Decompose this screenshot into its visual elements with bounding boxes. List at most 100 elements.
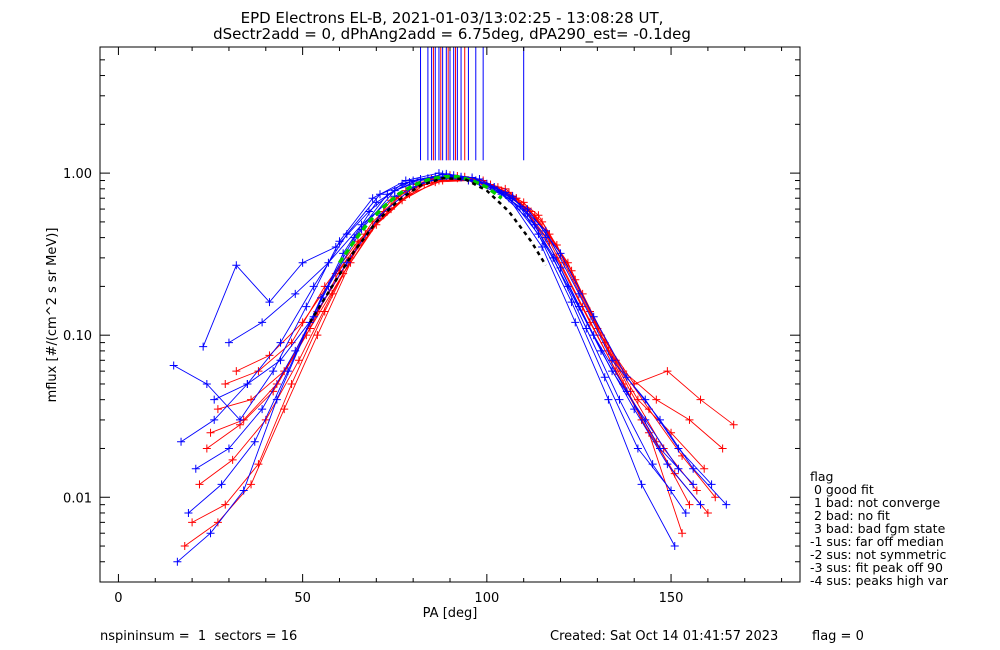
legend-entry: 0 good fit: [810, 482, 874, 497]
data-point: [652, 395, 661, 404]
data-point: [213, 405, 222, 414]
data-point: [663, 460, 672, 469]
data-point: [276, 338, 285, 347]
series-group: [169, 169, 738, 566]
data-point: [232, 367, 241, 376]
data-point: [169, 361, 178, 370]
data-point: [700, 464, 709, 473]
data-point: [206, 428, 215, 437]
series-line-10: [195, 176, 694, 485]
data-point: [324, 258, 333, 267]
legend-entry: 3 bad: bad fgm state: [810, 521, 946, 536]
top-lines-group: [420, 47, 525, 161]
data-point: [678, 529, 687, 538]
data-point: [534, 230, 543, 239]
data-point: [574, 302, 583, 311]
chart-title: EPD Electrons EL-B, 2021-01-03/13:02:25 …: [241, 9, 664, 27]
x-tick-label: 50: [294, 591, 311, 606]
x-tick-label: 150: [659, 591, 684, 606]
data-point: [313, 331, 322, 340]
data-point: [600, 373, 609, 382]
data-point: [298, 258, 307, 267]
legend-entry: -4 sus: peaks high var: [810, 573, 949, 588]
series-line-14: [173, 172, 672, 491]
data-point: [622, 373, 631, 382]
footer-flag: flag = 0: [812, 629, 864, 644]
data-point: [667, 486, 676, 495]
series-line-12: [180, 173, 679, 469]
data-point: [567, 298, 576, 307]
data-point: [689, 464, 698, 473]
data-point: [195, 480, 204, 489]
data-point: [490, 183, 499, 192]
data-point: [711, 493, 720, 502]
data-point: [217, 480, 226, 489]
data-point: [670, 542, 679, 551]
fit-curve-0: [338, 174, 503, 264]
data-point: [729, 420, 738, 429]
data-point: [674, 444, 683, 453]
data-point: [335, 237, 344, 246]
x-tick-label: 0: [114, 591, 122, 606]
data-point: [291, 289, 300, 298]
data-point: [656, 415, 664, 424]
chart-subtitle: dSectr2add = 0, dPhAng2add = 6.75deg, dP…: [213, 25, 691, 44]
data-point: [681, 508, 690, 517]
y-tick-label: 0.10: [63, 329, 92, 344]
data-point: [280, 405, 289, 414]
data-point: [298, 318, 307, 327]
data-point: [269, 367, 278, 376]
series-line-0: [199, 176, 698, 491]
data-point: [232, 261, 241, 270]
data-point: [630, 405, 639, 414]
legend: flag 0 good fit 1 bad: not converge 2 ba…: [810, 469, 949, 588]
x-tick-label: 100: [474, 591, 499, 606]
data-point: [641, 395, 650, 404]
series-line-8: [177, 174, 676, 563]
y-axis: 0.01 0.10 1.00: [63, 46, 800, 583]
data-point: [206, 529, 215, 538]
data-point: [294, 356, 303, 365]
footer-spin-info: nspininsum = 1 sectors = 16: [100, 629, 297, 644]
data-point: [685, 415, 694, 424]
data-point: [180, 542, 189, 551]
data-point: [703, 508, 712, 517]
data-point: [202, 379, 211, 388]
data-point: [633, 444, 642, 453]
data-point: [589, 312, 598, 321]
data-point: [191, 464, 200, 473]
data-point: [633, 395, 642, 404]
legend-entry: 1 bad: not converge: [810, 495, 940, 510]
data-point: [302, 302, 311, 311]
legend-entry: -2 sus: not symmetric: [810, 547, 946, 562]
data-point: [718, 444, 727, 453]
data-point: [401, 176, 410, 185]
data-point: [722, 500, 731, 509]
data-point: [287, 379, 296, 388]
series-line-1: [206, 178, 705, 470]
x-axis-label: PA [deg]: [423, 606, 478, 621]
data-point: [696, 500, 705, 509]
data-point: [368, 194, 377, 203]
x-axis: 0 50 100 150: [114, 47, 783, 606]
legend-title: flag: [810, 469, 833, 484]
data-point: [530, 220, 539, 229]
data-point: [210, 395, 219, 404]
series-line-11: [202, 176, 701, 505]
data-point: [604, 395, 613, 404]
data-point: [258, 405, 267, 414]
plot-area: 0 50 100 150 0.01 0.10 1.00: [63, 46, 801, 606]
data-point: [597, 346, 606, 355]
data-point: [571, 318, 580, 327]
data-point: [468, 173, 477, 182]
y-tick-label: 0.01: [63, 491, 92, 506]
data-point: [692, 486, 701, 495]
fit-curves-group: [308, 174, 547, 324]
data-point: [707, 480, 716, 489]
data-point: [173, 557, 182, 566]
data-point: [210, 415, 219, 424]
data-point: [265, 298, 274, 307]
data-point: [221, 500, 230, 509]
data-point: [224, 338, 233, 347]
data-point: [523, 205, 532, 214]
